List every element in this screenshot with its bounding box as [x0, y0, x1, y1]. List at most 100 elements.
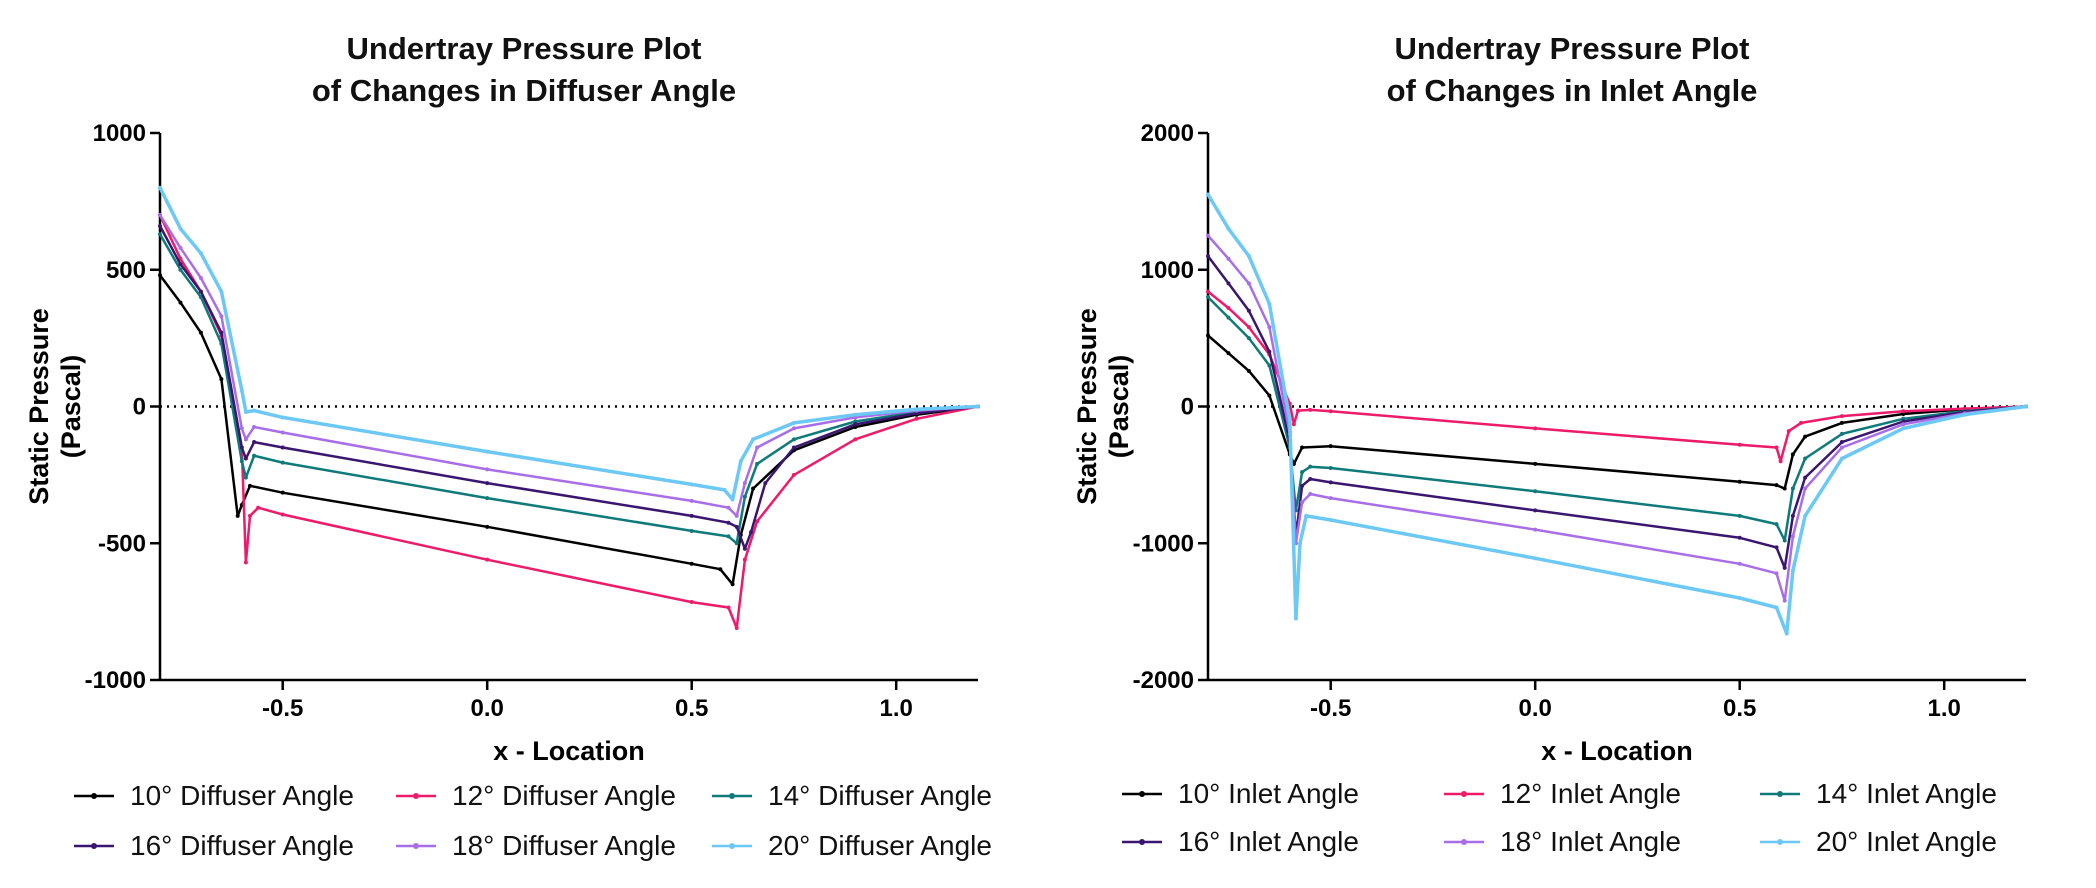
left-series-point-4 — [252, 440, 257, 445]
right-legend-item-4: 16° Inlet Angle — [1122, 824, 1359, 860]
left-series-point-6 — [243, 409, 248, 414]
left-series-point-4 — [158, 223, 162, 228]
left-series-point-2 — [755, 519, 760, 524]
left-series-line-1 — [158, 273, 980, 586]
left-series-point-5 — [734, 513, 739, 518]
left-series-point-4 — [485, 481, 490, 486]
left-series-point-3 — [726, 534, 731, 539]
right-series-point-4 — [1308, 476, 1313, 481]
left-series-point-5 — [791, 426, 796, 431]
left-series-point-4 — [763, 481, 768, 486]
right-x-tick-label: 0.0 — [1519, 695, 1552, 722]
left-series-point-3 — [734, 541, 739, 546]
right-series-point-1 — [1300, 445, 1305, 450]
right-series-point-5 — [1206, 233, 1210, 238]
right-series-point-3 — [1790, 486, 1795, 491]
right-series-point-6 — [1784, 631, 1789, 636]
right-series-point-3 — [1246, 336, 1251, 341]
left-series-point-6 — [976, 404, 980, 409]
right-x-axis-label: x - Location — [1541, 736, 1693, 766]
right-series-point-6 — [1246, 254, 1251, 259]
left-series-point-4 — [689, 513, 694, 518]
left-series-point-3 — [755, 461, 760, 466]
right-series-point-6 — [2024, 404, 2028, 409]
left-chart-title-line1: Undertray Pressure Plot — [346, 31, 702, 66]
left-series-point-5 — [742, 481, 747, 486]
right-series-point-3 — [1782, 538, 1787, 543]
left-series-point-6 — [722, 487, 727, 492]
right-legend-item-6: 20° Inlet Angle — [1760, 824, 1997, 860]
left-series-point-4 — [280, 445, 285, 450]
left-series-point-4 — [178, 262, 183, 267]
right-series-point-2 — [1962, 406, 1967, 411]
right-series-point-1 — [1774, 483, 1779, 488]
left-y-axis-label-line1: Static Pressure — [24, 308, 54, 505]
left-series-point-5 — [485, 467, 490, 472]
right-series-point-6 — [1226, 226, 1231, 231]
right-series-point-1 — [1803, 434, 1808, 439]
left-series-point-1 — [280, 490, 285, 495]
right-series-point-1 — [1790, 452, 1795, 457]
right-series-point-6 — [1328, 518, 1333, 523]
right-series-point-4 — [1803, 475, 1808, 480]
left-series-point-1 — [751, 486, 756, 491]
left-series-point-3 — [791, 437, 796, 442]
right-series-point-5 — [1782, 598, 1787, 603]
left-series-point-6 — [738, 459, 743, 464]
left-series-point-3 — [243, 475, 248, 480]
left-series-point-3 — [178, 267, 183, 272]
right-legend-label-1: 10° Inlet Angle — [1178, 778, 1359, 809]
right-series-point-2 — [1291, 422, 1296, 427]
right-series-point-3 — [1533, 489, 1538, 494]
left-y-tick-label: 1000 — [93, 120, 146, 147]
left-series-point-2 — [726, 605, 731, 610]
right-series-point-5 — [1533, 527, 1538, 532]
left-series-point-5 — [158, 213, 162, 218]
left-series-point-3 — [158, 232, 162, 237]
right-series-point-6 — [1304, 513, 1309, 518]
left-series-point-5 — [252, 425, 257, 430]
right-x-tick-label: 1.0 — [1928, 695, 1961, 722]
left-y-tick-label: 500 — [106, 257, 146, 284]
right-series-point-1 — [1267, 393, 1272, 398]
right-legend-label-4: 16° Inlet Angle — [1178, 826, 1359, 857]
left-series-point-5 — [243, 437, 248, 442]
left-legend-item-3: 14° Diffuser Angle — [712, 778, 992, 814]
left-legend-swatch-5 — [396, 843, 436, 849]
right-legend-item-3: 14° Inlet Angle — [1760, 776, 1997, 812]
right-series-point-4 — [1246, 308, 1251, 313]
left-series-point-5 — [239, 426, 244, 431]
left-series-point-3 — [239, 459, 244, 464]
right-y-tick-label: -2000 — [1133, 667, 1194, 694]
right-series-point-2 — [1799, 420, 1804, 425]
left-series-point-1 — [219, 377, 224, 382]
left-legend-item-6: 20° Diffuser Angle — [712, 828, 992, 864]
right-series-point-1 — [1737, 479, 1742, 484]
right-series-point-2 — [1246, 325, 1251, 330]
right-y-tick-label: 0 — [1181, 394, 1194, 421]
right-series-point-2 — [1774, 445, 1779, 450]
left-chart-subtitle: of Changes in Diffuser Angle — [311, 73, 737, 108]
right-series-point-4 — [1267, 349, 1272, 354]
right-series-point-4 — [1839, 440, 1844, 445]
left-series-point-2 — [243, 560, 248, 565]
left-y-axis-label: Static Pressure(Pascal) — [24, 308, 86, 505]
right-series-point-2 — [1206, 289, 1210, 294]
left-series-line-6 — [158, 185, 980, 502]
right-legend-label-5: 18° Inlet Angle — [1500, 826, 1681, 857]
left-series-point-1 — [235, 513, 240, 518]
left-series-point-1 — [178, 300, 183, 305]
left-series-point-3 — [280, 460, 285, 465]
right-series-point-6 — [1287, 418, 1292, 423]
left-x-tick-label: -0.5 — [262, 695, 303, 722]
right-series-point-4 — [1782, 565, 1787, 570]
left-series-point-2 — [742, 557, 747, 562]
left-series-point-6 — [178, 226, 183, 231]
right-series-point-5 — [1901, 422, 1906, 427]
left-series-point-6 — [158, 185, 162, 190]
right-y-axis-label-line2: (Pascal) — [1104, 355, 1134, 459]
left-series-point-5 — [280, 430, 285, 435]
right-series-point-5 — [1300, 500, 1305, 505]
left-legend-label-2: 12° Diffuser Angle — [452, 780, 676, 811]
right-series-point-4 — [1206, 254, 1210, 259]
